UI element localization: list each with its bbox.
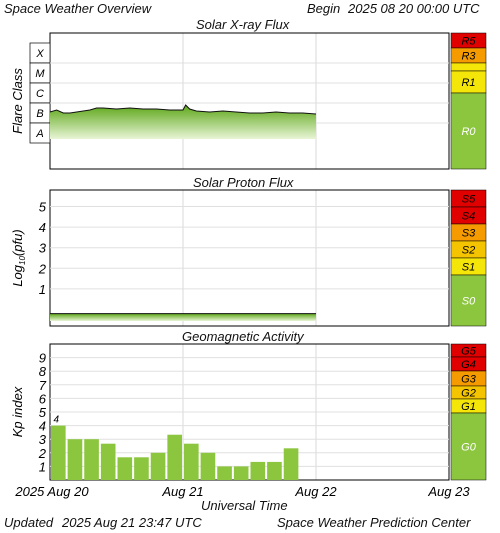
begin-label: Begin xyxy=(307,1,341,16)
proton-scale-label: S4 xyxy=(462,211,475,223)
kp-scale-box xyxy=(450,412,487,481)
kp-tick-label: 8 xyxy=(39,364,47,379)
xray-title: Solar X-ray Flux xyxy=(196,17,290,32)
proton-scale-label: S2 xyxy=(462,245,475,257)
xray-flux-line xyxy=(49,104,317,115)
proton-scale-label: S0 xyxy=(462,296,476,308)
kp-tick-label: 1 xyxy=(39,459,46,474)
xray-scale-box xyxy=(450,92,487,170)
kp-scale-label: G2 xyxy=(461,388,476,400)
kp-tick-label: 5 xyxy=(39,405,47,420)
kp-tick-label: 9 xyxy=(39,351,46,366)
time-tick-label: Aug 22 xyxy=(294,484,337,499)
kp-bar-label: 4 xyxy=(54,415,60,426)
credit-text: Space Weather Prediction Center xyxy=(277,515,471,530)
kp-scale-label: G4 xyxy=(461,359,476,371)
kp-tick-label: 3 xyxy=(39,432,47,447)
proton-flux-area xyxy=(50,313,316,321)
proton-tick-label: 4 xyxy=(39,220,46,235)
xray-scale-label: R1 xyxy=(461,77,475,89)
kp-bar xyxy=(167,434,182,480)
kp-title: Geomagnetic Activity xyxy=(182,329,304,344)
page-title: Space Weather Overview xyxy=(4,1,152,16)
kp-bar xyxy=(51,425,66,480)
xray-y-axis-label: Flare Class xyxy=(10,68,25,134)
kp-bar xyxy=(267,461,282,480)
x-axis-title: Universal Time xyxy=(201,498,288,513)
kp-tick-label: 2 xyxy=(38,446,47,461)
kp-bar xyxy=(217,466,232,480)
begin-value: 2025 08 20 00:00 UTC xyxy=(348,1,480,16)
proton-tick-label: 2 xyxy=(38,261,47,276)
xray-scale-box xyxy=(450,62,487,72)
xray-frame xyxy=(49,32,450,170)
kp-scale-label: G1 xyxy=(461,401,476,413)
kp-bar xyxy=(117,457,133,480)
time-tick-label: 2025 Aug 20 xyxy=(14,484,89,499)
proton-tick-label: 3 xyxy=(39,241,47,256)
kp-scale-label: G5 xyxy=(461,346,477,358)
flare-class-label: M xyxy=(35,68,45,80)
xray-scale-label: R5 xyxy=(461,36,476,48)
updated-value: 2025 Aug 21 23:47 UTC xyxy=(62,515,202,530)
proton-tick-label: 1 xyxy=(39,282,46,297)
flare-class-label: X xyxy=(35,48,44,60)
flare-class-label: A xyxy=(35,128,43,140)
kp-bar xyxy=(84,439,99,480)
proton-title: Solar Proton Flux xyxy=(193,175,294,190)
time-tick-label: Aug 23 xyxy=(427,484,470,499)
kp-bar xyxy=(200,452,216,480)
kp-bar xyxy=(100,443,116,480)
kp-bar xyxy=(67,439,83,480)
kp-tick-label: 6 xyxy=(39,391,47,406)
kp-y-axis-label: Kp index xyxy=(10,386,25,437)
time-tick-label: Aug 21 xyxy=(161,484,203,499)
proton-scale-label: S5 xyxy=(462,194,476,206)
flare-class-label: B xyxy=(36,108,43,120)
proton-y-axis-label: Log10(pfu) xyxy=(10,229,27,286)
kp-scale-label: G0 xyxy=(461,442,477,454)
proton-frame xyxy=(49,189,450,327)
kp-bar xyxy=(283,448,299,480)
kp-tick-label: 4 xyxy=(39,419,46,434)
kp-scale-label: G3 xyxy=(461,374,477,386)
proton-tick-label: 5 xyxy=(39,199,47,214)
flare-class-label: C xyxy=(36,88,44,100)
proton-scale-label: S3 xyxy=(462,228,476,240)
proton-scale-box xyxy=(450,274,487,327)
kp-bar xyxy=(150,452,166,480)
xray-scale-label: R3 xyxy=(461,51,476,63)
kp-bar xyxy=(134,457,149,480)
kp-tick-label: 7 xyxy=(39,378,47,393)
kp-bar xyxy=(250,461,266,480)
updated-label: Updated xyxy=(4,515,54,530)
proton-scale-label: S1 xyxy=(462,262,475,274)
xray-scale-label: R0 xyxy=(461,126,476,138)
kp-bar xyxy=(184,443,199,480)
kp-bar xyxy=(233,466,249,480)
